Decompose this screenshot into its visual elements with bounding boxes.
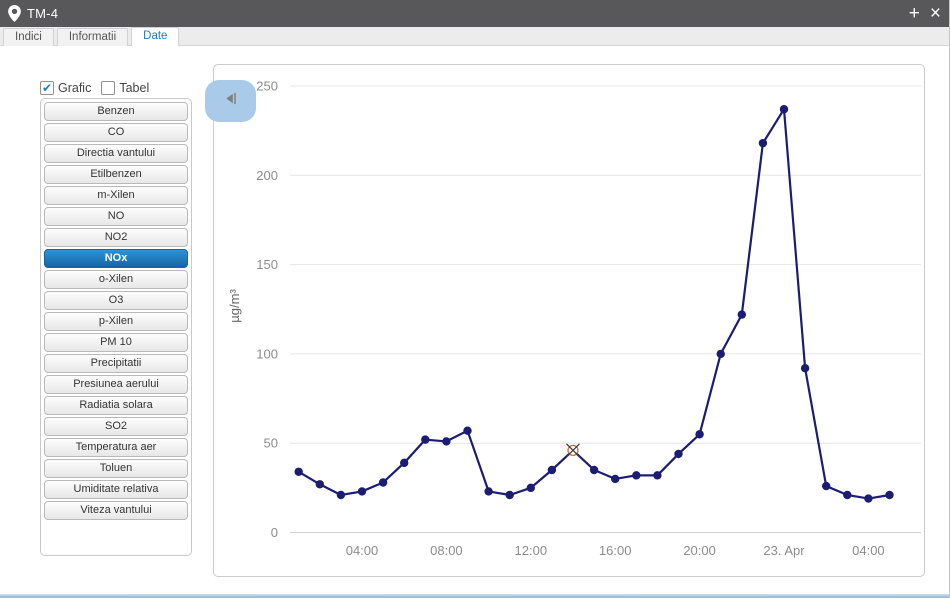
data-point[interactable] bbox=[336, 490, 346, 500]
data-point[interactable] bbox=[378, 478, 388, 487]
param-button-toluen[interactable]: Toluen bbox=[44, 459, 188, 478]
param-button-radiatia-solara[interactable]: Radiatia solara bbox=[44, 396, 188, 415]
param-button-directia-vantului[interactable]: Directia vantului bbox=[44, 144, 188, 163]
y-tick-label: 200 bbox=[256, 168, 278, 183]
data-point[interactable] bbox=[463, 426, 472, 435]
x-tick-label: 23. Apr bbox=[763, 543, 805, 558]
y-tick-label: 250 bbox=[256, 79, 278, 94]
add-window-button[interactable]: + bbox=[908, 3, 920, 24]
checked-checkbox-icon[interactable]: ✔ bbox=[40, 81, 54, 95]
y-tick-label: 150 bbox=[256, 257, 278, 272]
flag-cross-icon bbox=[566, 443, 580, 458]
view-toggles: ✔ Grafic Tabel bbox=[40, 81, 149, 95]
data-point[interactable] bbox=[484, 487, 493, 496]
y-tick-label: 50 bbox=[264, 436, 278, 451]
toggle-label: Tabel bbox=[119, 81, 150, 95]
param-button-presiunea-aerului[interactable]: Presiunea aerului bbox=[44, 375, 188, 394]
tab-bar: Indici Informatii Date bbox=[0, 27, 949, 46]
tab-informatii[interactable]: Informatii bbox=[56, 28, 129, 46]
param-button-temperatura-aer[interactable]: Temperatura aer bbox=[44, 438, 188, 457]
param-button-m-xilen[interactable]: m-Xilen bbox=[44, 186, 188, 205]
data-point[interactable] bbox=[653, 471, 662, 480]
data-point[interactable] bbox=[695, 430, 704, 439]
window-controls: + × bbox=[909, 4, 941, 23]
param-button-pm-10[interactable]: PM 10 bbox=[44, 333, 188, 352]
tab-date[interactable]: Date bbox=[131, 27, 180, 46]
x-tick-label: 20:00 bbox=[683, 543, 716, 558]
location-pin-icon bbox=[8, 5, 21, 22]
param-button-o3[interactable]: O3 bbox=[44, 291, 188, 310]
collapse-panel-button[interactable] bbox=[205, 80, 256, 122]
data-point[interactable] bbox=[779, 105, 789, 114]
data-point[interactable] bbox=[526, 483, 535, 493]
chart-panel: 0 50 100 150 200 250 04:00 08:00 12:00 16:00 20:00… bbox=[205, 64, 925, 577]
y-axis-label: µg/m³ bbox=[227, 289, 242, 323]
data-point[interactable] bbox=[294, 467, 303, 476]
data-point[interactable] bbox=[800, 363, 810, 373]
content-area: ✔ Grafic Tabel Benzen CO Directia vantului Et… bbox=[0, 46, 949, 594]
nox-series-line bbox=[298, 105, 890, 500]
data-point[interactable] bbox=[843, 490, 852, 500]
toggle-tabel[interactable]: Tabel bbox=[101, 81, 149, 95]
data-point[interactable] bbox=[737, 310, 746, 319]
x-tick-label: 04:00 bbox=[852, 543, 885, 558]
toggle-label: Grafic bbox=[58, 81, 92, 95]
param-button-co[interactable]: CO bbox=[44, 123, 188, 142]
unchecked-checkbox-icon[interactable] bbox=[101, 81, 116, 95]
data-point[interactable] bbox=[758, 138, 768, 148]
title-bar: TM-4 + × bbox=[0, 0, 949, 27]
parameter-list-panel: Benzen CO Directia vantului Etilbenzen m-Xil… bbox=[40, 98, 192, 556]
param-button-no[interactable]: NO bbox=[44, 207, 188, 226]
param-button-etilbenzen[interactable]: Etilbenzen bbox=[44, 165, 188, 184]
data-point[interactable] bbox=[400, 458, 409, 468]
x-tick-label: 04:00 bbox=[346, 543, 379, 558]
nox-line-chart: 0 50 100 150 200 250 04:00 08:00 12:00 16:00 20:00… bbox=[227, 79, 921, 558]
tab-indici[interactable]: Indici bbox=[3, 28, 54, 46]
data-point[interactable] bbox=[885, 490, 894, 500]
data-point[interactable] bbox=[864, 494, 873, 503]
y-tick-label: 0 bbox=[271, 525, 278, 540]
window-title: TM-4 bbox=[27, 6, 59, 21]
close-window-button[interactable]: × bbox=[929, 3, 941, 24]
param-button-benzen[interactable]: Benzen bbox=[44, 102, 188, 121]
toggle-grafic[interactable]: ✔ Grafic bbox=[40, 81, 91, 95]
data-point[interactable] bbox=[589, 465, 599, 475]
data-point[interactable] bbox=[674, 449, 683, 459]
param-button-so2[interactable]: SO2 bbox=[44, 417, 188, 436]
data-point[interactable] bbox=[611, 474, 620, 484]
x-tick-label: 16:00 bbox=[599, 543, 632, 558]
x-tick-label: 12:00 bbox=[515, 543, 548, 558]
data-point[interactable] bbox=[442, 437, 451, 446]
param-button-o-xilen[interactable]: o-Xilen bbox=[44, 270, 188, 289]
data-point[interactable] bbox=[357, 487, 367, 496]
param-button-umiditate-relativa[interactable]: Umiditate relativa bbox=[44, 480, 188, 499]
data-point[interactable] bbox=[716, 349, 725, 359]
data-point[interactable] bbox=[822, 481, 831, 491]
param-button-p-xilen[interactable]: p-Xilen bbox=[44, 312, 188, 331]
data-point[interactable] bbox=[632, 471, 641, 480]
data-point[interactable] bbox=[315, 480, 324, 489]
param-button-precipitatii[interactable]: Precipitatii bbox=[44, 354, 188, 373]
param-button-nox[interactable]: NOx bbox=[44, 249, 188, 268]
data-point[interactable] bbox=[505, 490, 514, 500]
param-button-viteza-vantului[interactable]: Viteza vantului bbox=[44, 501, 188, 520]
data-point[interactable] bbox=[421, 435, 430, 444]
y-tick-label: 100 bbox=[256, 346, 278, 361]
data-point[interactable] bbox=[547, 465, 557, 475]
window-bottom-edge bbox=[0, 594, 949, 598]
collapse-left-icon bbox=[223, 91, 238, 111]
x-tick-label: 08:00 bbox=[430, 543, 463, 558]
param-button-no2[interactable]: NO2 bbox=[44, 228, 188, 247]
